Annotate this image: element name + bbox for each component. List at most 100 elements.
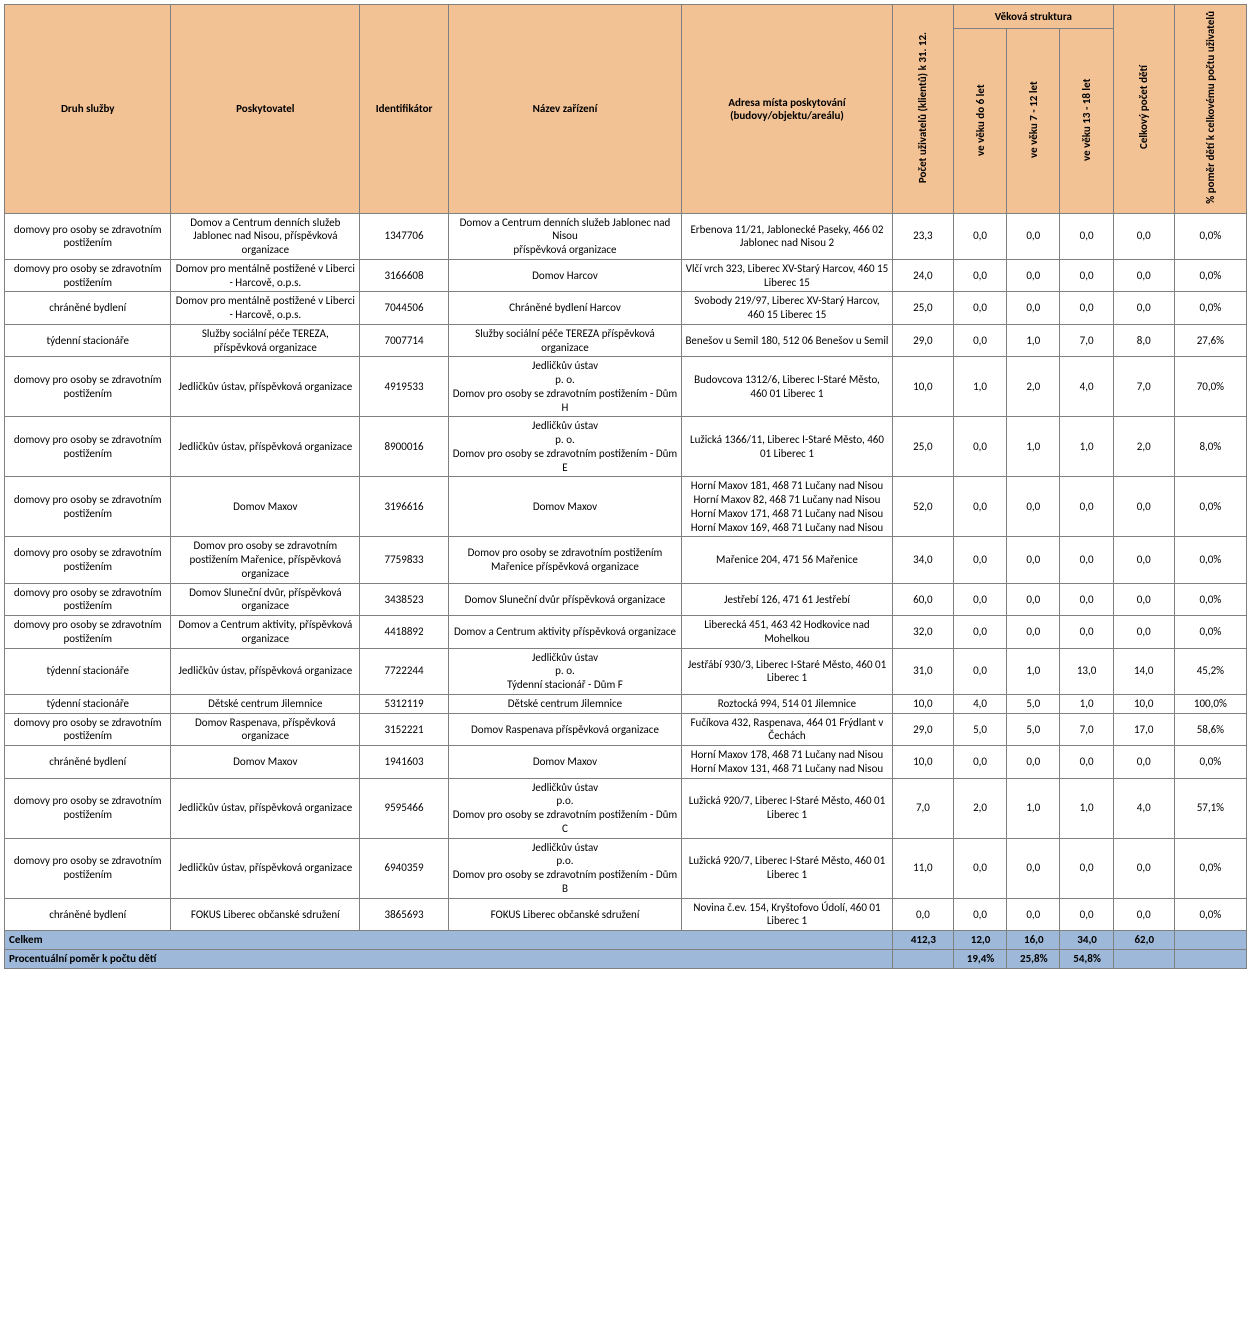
cell: 8,0%	[1174, 417, 1246, 477]
table-row: domovy pro osoby se zdravotním postižení…	[5, 259, 1247, 292]
cell: 17,0	[1113, 713, 1174, 746]
cell: 1941603	[360, 746, 449, 779]
cell: 0,0	[1113, 292, 1174, 325]
cell: 1347706	[360, 213, 449, 259]
cell: domovy pro osoby se zdravotním postižení…	[5, 537, 171, 583]
col-id: Identifikátor	[360, 5, 449, 214]
table-row: domovy pro osoby se zdravotním postižení…	[5, 213, 1247, 259]
cell: domovy pro osoby se zdravotním postižení…	[5, 477, 171, 537]
cell: Jedličkův ústav, příspěvková organizace	[171, 357, 360, 417]
cell: Domov a Centrum denních služeb Jablonec …	[448, 213, 681, 259]
cell: 0,0	[953, 898, 1006, 931]
table-row: týdenní stacionářeSlužby sociální péče T…	[5, 324, 1247, 357]
cell: Domov Maxov	[448, 746, 681, 779]
cell: 10,0	[892, 357, 953, 417]
cell: Jedličkův ústav, příspěvková organizace	[171, 648, 360, 694]
table-row: domovy pro osoby se zdravotním postižení…	[5, 713, 1247, 746]
cell: 0,0%	[1174, 616, 1246, 649]
percent-v3: 54,8%	[1060, 949, 1113, 968]
cell: domovy pro osoby se zdravotním postižení…	[5, 616, 171, 649]
cell: 7,0	[892, 778, 953, 838]
cell: 7722244	[360, 648, 449, 694]
cell: 0,0	[953, 417, 1006, 477]
cell: 1,0	[1007, 778, 1060, 838]
cell: Domov a Centrum aktivity, příspěvková or…	[171, 616, 360, 649]
cell: domovy pro osoby se zdravotním postižení…	[5, 259, 171, 292]
cell: domovy pro osoby se zdravotním postižení…	[5, 838, 171, 898]
total-v3: 34,0	[1060, 931, 1113, 950]
cell: 24,0	[892, 259, 953, 292]
cell: Jestřebí 126, 471 61 Jestřebí	[682, 583, 893, 616]
cell: Jedličkův ústav p.o. Domov pro osoby se …	[448, 838, 681, 898]
cell: Vlčí vrch 323, Liberec XV-Starý Harcov, …	[682, 259, 893, 292]
cell: 0,0%	[1174, 259, 1246, 292]
cell: 0,0	[892, 898, 953, 931]
cell: FOKUS Liberec občanské sdružení	[171, 898, 360, 931]
cell: 23,3	[892, 213, 953, 259]
cell: 7007714	[360, 324, 449, 357]
cell: Jestřábí 930/3, Liberec I-Staré Město, 4…	[682, 648, 893, 694]
col-vekova: Věková struktura	[953, 5, 1113, 29]
cell: 0,0	[1060, 213, 1113, 259]
table-row: domovy pro osoby se zdravotním postižení…	[5, 357, 1247, 417]
cell: FOKUS Liberec občanské sdružení	[448, 898, 681, 931]
cell: 3196616	[360, 477, 449, 537]
cell: 0,0	[953, 746, 1006, 779]
cell: 0,0%	[1174, 898, 1246, 931]
cell: Služby sociální péče TEREZA příspěvková …	[448, 324, 681, 357]
table-row: domovy pro osoby se zdravotním postižení…	[5, 838, 1247, 898]
cell: 60,0	[892, 583, 953, 616]
cell: Benešov u Semil 180, 512 06 Benešov u Se…	[682, 324, 893, 357]
cell: 1,0	[1007, 648, 1060, 694]
table-header: Druh služby Poskytovatel Identifikátor N…	[5, 5, 1247, 214]
cell: Domov Sluneční dvůr, příspěvková organiz…	[171, 583, 360, 616]
cell: 32,0	[892, 616, 953, 649]
cell: 25,0	[892, 292, 953, 325]
cell: 0,0	[1007, 259, 1060, 292]
cell: 31,0	[892, 648, 953, 694]
cell: 7759833	[360, 537, 449, 583]
col-pomer: % poměr dětí k celkovému počtu uživatelů	[1174, 5, 1246, 214]
cell: 0,0	[1007, 477, 1060, 537]
cell: Domov Raspenava, příspěvková organizace	[171, 713, 360, 746]
cell: Domov Maxov	[448, 477, 681, 537]
cell: 0,0	[953, 292, 1006, 325]
col-druh: Druh služby	[5, 5, 171, 214]
cell: 1,0	[1060, 694, 1113, 713]
services-table: Druh služby Poskytovatel Identifikátor N…	[4, 4, 1247, 969]
cell: 3152221	[360, 713, 449, 746]
cell: 0,0	[953, 213, 1006, 259]
cell: Jedličkův ústav p. o. Domov pro osoby se…	[448, 417, 681, 477]
cell: 0,0	[1060, 838, 1113, 898]
cell: 10,0	[892, 694, 953, 713]
cell: chráněné bydlení	[5, 292, 171, 325]
cell: Novina č.ev. 154, Kryštofovo Údolí, 460 …	[682, 898, 893, 931]
cell: 0,0	[1007, 746, 1060, 779]
cell: Domov pro mentálně postižené v Liberci -…	[171, 292, 360, 325]
cell: Služby sociální péče TEREZA, příspěvková…	[171, 324, 360, 357]
table-row: domovy pro osoby se zdravotním postižení…	[5, 778, 1247, 838]
cell: Domov Sluneční dvůr příspěvková organiza…	[448, 583, 681, 616]
cell: 27,6%	[1174, 324, 1246, 357]
cell: 1,0	[1007, 417, 1060, 477]
cell: 0,0	[1007, 537, 1060, 583]
percent-v1: 19,4%	[953, 949, 1006, 968]
cell: Domov a Centrum aktivity příspěvková org…	[448, 616, 681, 649]
cell: 0,0%	[1174, 477, 1246, 537]
cell: Domov pro mentálně postižené v Liberci -…	[171, 259, 360, 292]
col-vek6: ve věku do 6 let	[953, 29, 1006, 213]
cell: Svobody 219/97, Liberec XV-Starý Harcov,…	[682, 292, 893, 325]
cell: Jedličkův ústav, příspěvková organizace	[171, 778, 360, 838]
col-pocet: Počet uživatelů (klientů) k 31. 12.	[892, 5, 953, 214]
cell: 3438523	[360, 583, 449, 616]
cell: 34,0	[892, 537, 953, 583]
col-celkovy: Celkový počet dětí	[1113, 5, 1174, 214]
cell: 70,0%	[1174, 357, 1246, 417]
cell: 8900016	[360, 417, 449, 477]
cell: domovy pro osoby se zdravotním postižení…	[5, 417, 171, 477]
table-footer: Celkem 412,3 12,0 16,0 34,0 62,0 Procent…	[5, 931, 1247, 969]
cell: 1,0	[1007, 324, 1060, 357]
cell: 0,0%	[1174, 537, 1246, 583]
cell: 6940359	[360, 838, 449, 898]
cell: 58,6%	[1174, 713, 1246, 746]
